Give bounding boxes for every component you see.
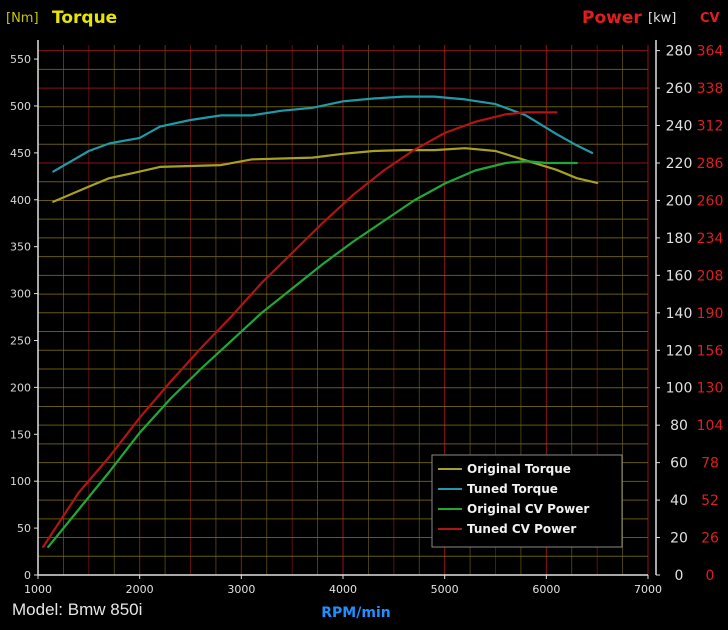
torque-tick-label: 0 [24, 569, 31, 582]
series-line-original-torque [52, 147, 599, 203]
x-tick-label: 5000 [431, 583, 459, 596]
torque-tick-label: 150 [10, 428, 31, 441]
kw-tick-label: 60 [670, 456, 688, 472]
series-line-tuned-cv-power [41, 111, 558, 549]
x-tick-label: 4000 [329, 583, 357, 596]
kw-tick-label: 240 [666, 119, 693, 135]
cv-tick-label: 312 [697, 119, 724, 135]
kw-tick-label: 40 [670, 493, 688, 509]
series-line-original-cv-power [47, 160, 578, 549]
chart-series [41, 95, 599, 549]
kw-tick-label: 260 [666, 81, 693, 97]
legend-box [431, 454, 623, 548]
cv-tick-label: 364 [697, 44, 724, 60]
x-tick-label: 7000 [634, 583, 662, 596]
kw-tick-label: 140 [666, 306, 693, 322]
torque-tick-label: 100 [10, 475, 31, 488]
torque-tick-label: 200 [10, 381, 31, 394]
kw-tick-label: 20 [670, 531, 688, 547]
power-cv-unit-label: CV [700, 11, 720, 26]
kw-tick-label: 160 [666, 268, 693, 284]
legend-entry: Original CV Power [467, 502, 589, 516]
torque-tick-label: 300 [10, 288, 31, 301]
legend-entry: Tuned CV Power [467, 522, 576, 536]
torque-tick-label: 250 [10, 334, 31, 347]
torque-tick-label: 500 [10, 100, 31, 113]
x-tick-label: 6000 [532, 583, 560, 596]
torque-tick-label: 450 [10, 147, 31, 160]
power-kw-unit-label: [kw] [648, 11, 676, 26]
kw-tick-label: 100 [666, 381, 693, 397]
cv-tick-label: 130 [697, 381, 724, 397]
cv-tick-label: 156 [697, 343, 724, 359]
cv-tick-label: 338 [697, 81, 724, 97]
cv-tick-label: 104 [697, 418, 724, 434]
cv-tick-label: 26 [701, 531, 719, 547]
torque-tick-label: 400 [10, 194, 31, 207]
torque-axis-title: Torque [52, 8, 117, 28]
x-tick-label: 2000 [126, 583, 154, 596]
cv-tick-label: 286 [697, 156, 724, 172]
model-label: Model: Bmw 850i [12, 600, 143, 619]
legend: Original Torque Tuned Torque Original CV P… [431, 454, 623, 548]
torque-tick-label: 550 [10, 53, 31, 66]
kw-tick-label: 120 [666, 343, 693, 359]
cv-tick-label: 234 [697, 231, 724, 247]
legend-entry: Tuned Torque [467, 482, 558, 496]
axis-tick-labels: 0 50 100 150 200 250 300 350 400 450 500 550 0 0 20 26 4… [10, 44, 723, 596]
cv-tick-label: 190 [697, 306, 724, 322]
legend-entry: Original Torque [467, 462, 571, 476]
cv-tick-label: 78 [701, 456, 719, 472]
torque-unit-label: [Nm] [6, 11, 39, 26]
kw-tick-label: 80 [670, 418, 688, 434]
cv-tick-label: 52 [701, 493, 719, 509]
kw-tick-label: 220 [666, 156, 693, 172]
power-axis-title: Power [582, 8, 642, 28]
kw-tick-label: 0 [675, 568, 684, 584]
torque-tick-label: 50 [17, 522, 31, 535]
cv-tick-label: 208 [697, 268, 724, 284]
x-axis-label: RPM/min [321, 605, 390, 621]
cv-tick-label: 260 [697, 193, 724, 209]
kw-tick-label: 280 [666, 44, 693, 60]
kw-tick-label: 200 [666, 193, 693, 209]
chart-axes [34, 40, 660, 579]
kw-tick-label: 180 [666, 231, 693, 247]
torque-tick-label: 350 [10, 241, 31, 254]
x-tick-label: 3000 [227, 583, 255, 596]
cv-tick-label: 0 [706, 568, 715, 584]
x-tick-label: 1000 [24, 583, 52, 596]
